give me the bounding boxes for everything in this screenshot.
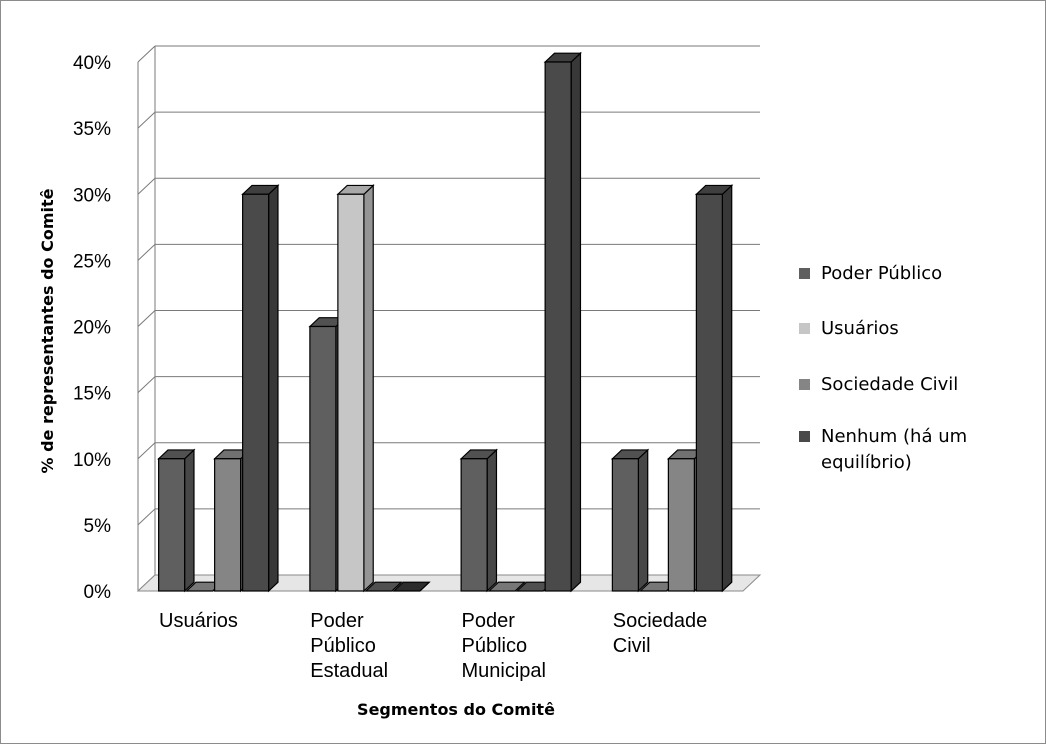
x-category-label: Poder Público Estadual — [310, 610, 388, 682]
bar-side — [363, 184, 374, 593]
legend-label: Sociedade Civil — [821, 374, 958, 395]
bar-nenhum-h-um-equil-brio- — [694, 184, 734, 593]
legend-item: Nenhum (há um equilíbrio) — [799, 426, 967, 473]
legend-item: Sociedade Civil — [799, 374, 958, 395]
bar-front — [611, 458, 639, 592]
bar-front — [214, 458, 242, 592]
gridline-side — [137, 45, 156, 63]
bar-poder-p-blico — [610, 448, 650, 593]
y-tick-label: 10% — [73, 450, 111, 471]
y-tick-label: 15% — [73, 384, 111, 405]
bar-usu-rios — [487, 581, 526, 592]
y-axis-ticks: 0% 5% 10% 15% 20% 25% 30% 35% 40% — [73, 53, 111, 603]
legend-label: Nenhum (há um equilíbrio) — [821, 426, 967, 473]
gridline-side — [137, 244, 156, 261]
x-category-label: Poder Público Municipal — [462, 610, 546, 682]
bar-usu-rios — [336, 184, 375, 593]
y-tick-label: 0% — [84, 582, 112, 603]
bar-top — [364, 581, 403, 592]
bar-side — [184, 448, 195, 593]
legend-swatch — [799, 268, 810, 279]
x-axis-title: Segmentos do Comitê — [357, 700, 555, 719]
y-tick-label: 5% — [84, 516, 112, 537]
bars — [157, 51, 734, 593]
bar-front — [667, 458, 695, 592]
bar-poder-p-blico — [157, 448, 196, 593]
gridline-side — [137, 508, 156, 526]
gridline-side — [137, 376, 156, 393]
x-category-label: Sociedade Civil — [613, 610, 708, 657]
bar-side — [721, 184, 733, 593]
gridline-side — [137, 177, 156, 195]
legend-label: Usuários — [821, 318, 899, 339]
bar-sociedade-civil — [364, 581, 403, 592]
legend-swatch — [799, 431, 810, 442]
bar-front — [695, 193, 723, 592]
bar-front — [309, 325, 337, 592]
bar-front — [460, 458, 488, 592]
bar-nenhum-h-um-equil-brio- — [392, 581, 431, 592]
bar-side — [268, 184, 279, 593]
gridline-side — [137, 310, 156, 327]
bar-side — [486, 448, 498, 593]
bar-front — [544, 61, 572, 592]
bar-front — [158, 458, 186, 592]
bar-poder-p-blico — [459, 448, 498, 593]
y-tick-label: 25% — [73, 251, 111, 272]
y-tick-label: 20% — [73, 318, 111, 339]
x-category-label: Usuários — [159, 610, 238, 632]
legend-item: Poder Público — [799, 263, 942, 284]
x-axis-categories: Usuários Poder Público Estadual Poder Público… — [159, 610, 707, 682]
bar-nenhum-h-um-equil-brio- — [241, 184, 280, 593]
bar-front — [337, 193, 365, 592]
gridline-side — [137, 442, 156, 460]
bar-side — [637, 448, 649, 593]
legend-item: Usuários — [799, 318, 899, 339]
bar-top — [487, 581, 526, 592]
y-axis-title: % de representantes do Comitê — [38, 188, 57, 473]
y-tick-label: 35% — [73, 119, 111, 140]
bar-side — [570, 51, 582, 593]
y-tick-label: 40% — [73, 53, 111, 74]
legend-label: Poder Público — [821, 263, 942, 284]
bar-top — [392, 581, 431, 592]
legend: Poder Público Usuários Sociedade Civil Nenh… — [799, 263, 967, 473]
y-tick-label: 30% — [73, 185, 111, 206]
legend-swatch — [799, 379, 810, 390]
bar-front — [242, 193, 270, 592]
gridline-side — [137, 111, 156, 129]
bar-nenhum-h-um-equil-brio- — [543, 51, 582, 593]
legend-swatch — [799, 323, 810, 334]
